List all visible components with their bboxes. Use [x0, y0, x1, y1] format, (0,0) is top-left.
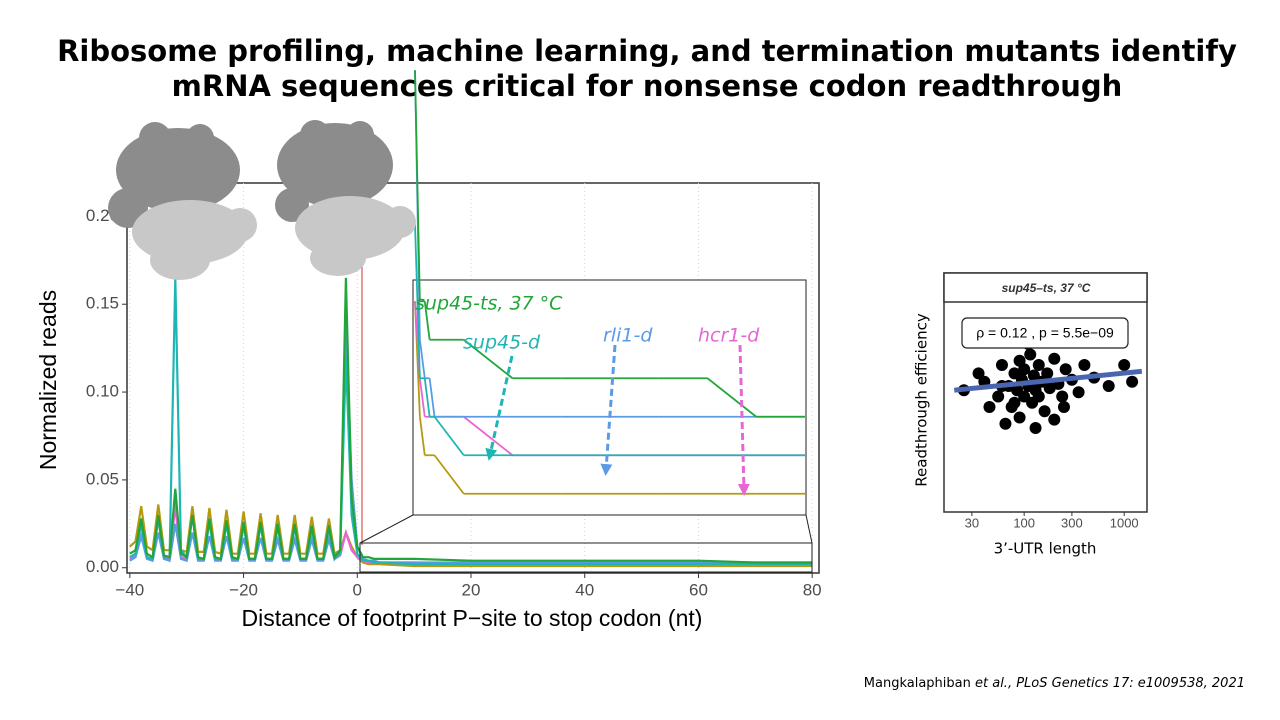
point: [1041, 367, 1054, 380]
point: [1056, 390, 1069, 403]
point: [992, 390, 1005, 403]
x-axis-title: Distance of footprint P−site to stop cod…: [242, 605, 703, 631]
point: [1078, 359, 1091, 371]
inset-segment: [463, 416, 514, 456]
citation: Mangkalaphiban et al., PLoS Genetics 17:…: [864, 676, 1245, 691]
plot-frame: [943, 272, 1148, 513]
y-tick-label: 0.05: [86, 469, 119, 488]
zoom-box: [359, 542, 813, 573]
inset-segment: [414, 70, 421, 302]
series-label: rli1-d: [603, 325, 653, 347]
point: [1018, 363, 1031, 376]
pointer-arrow: [600, 344, 617, 476]
inset-segment: [463, 339, 514, 379]
zoom-connector: [359, 514, 414, 544]
pointer-arrow: [485, 355, 514, 461]
x-tick-label: −20: [229, 580, 258, 599]
point: [1032, 359, 1045, 371]
inset-segment: [418, 339, 426, 379]
x-tick-label: 20: [462, 580, 481, 599]
series-label: sup45-ts, 37 °C: [415, 293, 563, 315]
y-axis-title: Readthrough efficiency: [913, 313, 931, 487]
point: [1057, 401, 1070, 413]
inset-segment: [423, 378, 431, 417]
y-tick-label: 0.15: [86, 294, 119, 313]
series-line: [129, 277, 813, 564]
x-tick-label: 1000: [1110, 515, 1139, 530]
inset-segment: [433, 454, 465, 495]
y-tick-label: 0.10: [86, 382, 119, 401]
inset-segment: [418, 416, 426, 456]
ribosome: [108, 122, 257, 280]
citation-authors: Mangkalaphiban: [864, 676, 971, 691]
inset-segment: [706, 377, 757, 418]
y-axis-title: Normalized reads: [35, 290, 61, 470]
zoom-connector: [805, 514, 813, 544]
x-tick-label: 300: [1061, 515, 1083, 530]
y-tick-label: 0.00: [86, 557, 119, 576]
inset-segment: [428, 378, 436, 417]
stat-box: [961, 317, 1129, 349]
point: [1048, 413, 1061, 426]
pointer-arrow: [737, 344, 750, 496]
x-tick-label: 0: [353, 580, 362, 599]
inset-segment: [414, 224, 421, 379]
title-line: mRNA sequences critical for nonsense cod…: [172, 69, 1123, 103]
ribosome: [275, 120, 416, 276]
point: [983, 401, 996, 413]
point: [1024, 348, 1037, 361]
point: [995, 359, 1008, 371]
series-label: sup45-d: [463, 332, 541, 354]
inset: hcr1-d rli1-d sup45-d sup45-ts, 37 °C: [412, 70, 807, 516]
citation-source: et al., PLoS Genetics 17: e1009538, 2021: [975, 676, 1245, 691]
title-line: Ribosome profiling, machine learning, an…: [57, 34, 1237, 68]
inset-segment: [433, 416, 465, 456]
point: [1008, 396, 1021, 409]
point: [1118, 359, 1131, 371]
point: [1032, 390, 1045, 403]
point: [999, 417, 1012, 430]
facet-title: sup45–ts, 37 °C: [1002, 281, 1091, 295]
x-tick-label: 100: [1013, 515, 1035, 530]
point: [1102, 380, 1115, 392]
inset-frame: [412, 279, 807, 516]
x-tick-label: 40: [575, 580, 594, 599]
inset-segment: [423, 301, 431, 340]
point: [1029, 422, 1042, 434]
point: [972, 367, 985, 380]
stat-label: ρ = 0.12 , p = 5.5e−09: [976, 325, 1114, 341]
point: [1126, 375, 1139, 388]
x-tick-label: 60: [689, 580, 708, 599]
point: [1072, 386, 1085, 399]
point: [1059, 363, 1072, 376]
ribosome-icons: [108, 120, 416, 280]
series-line: [129, 321, 813, 564]
facet-strip: [943, 272, 1148, 303]
point: [1038, 405, 1051, 418]
scatter-chart: sup45–ts, 37 °C 30 100 300 1000: [943, 272, 1148, 530]
point: [1013, 411, 1026, 424]
x-tick-label: 80: [803, 580, 822, 599]
inset-segment: [418, 378, 426, 417]
series-label: hcr1-d: [698, 325, 760, 347]
x-tick-label: 30: [965, 515, 979, 530]
trend-line: [953, 368, 1143, 393]
x-axis-title: 3’-UTR length: [994, 540, 1097, 558]
point: [1048, 352, 1061, 365]
x-tick-label: −40: [115, 580, 144, 599]
